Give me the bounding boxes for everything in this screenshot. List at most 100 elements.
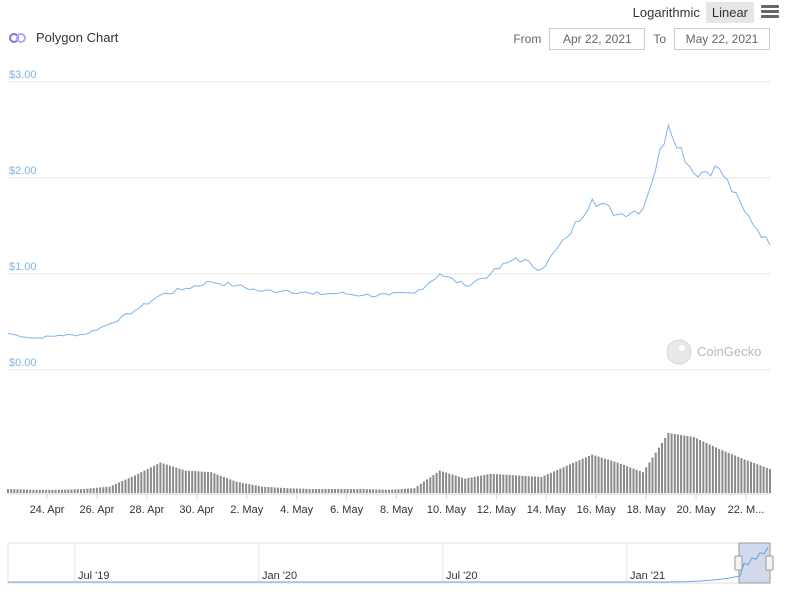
navigator-left-handle[interactable] xyxy=(734,555,743,571)
volume-bar xyxy=(216,474,219,493)
volume-bar xyxy=(499,474,502,493)
x-tick-label: 16. May xyxy=(577,504,617,516)
volume-bar xyxy=(172,466,175,493)
volume-bar xyxy=(442,471,444,493)
volume-bar xyxy=(321,489,324,493)
volume-bar xyxy=(153,465,156,493)
y-tick-label: $0.00 xyxy=(9,357,37,369)
x-tick-label: 6. May xyxy=(330,504,364,516)
volume-bar xyxy=(635,469,638,493)
volume-bar xyxy=(626,466,629,493)
volume-bar xyxy=(645,467,648,493)
volume-bar xyxy=(219,475,222,493)
volume-bar xyxy=(76,489,79,493)
volume-bar xyxy=(311,489,314,493)
volume-bar xyxy=(435,472,438,493)
volume-bar xyxy=(213,473,216,493)
chart-header: Polygon Chart xyxy=(8,30,118,45)
volume-bar xyxy=(356,489,359,493)
volume-bar xyxy=(70,489,73,493)
volume-bar xyxy=(299,488,302,493)
volume-bar xyxy=(759,465,762,493)
navigator-selection[interactable] xyxy=(738,542,771,584)
volume-bar xyxy=(51,489,54,493)
volume-bar xyxy=(372,489,375,493)
volume-bar xyxy=(394,489,397,493)
volume-bar xyxy=(349,489,352,493)
navigator-frame xyxy=(7,542,771,584)
navigator-tick-label: Jul '20 xyxy=(446,570,477,582)
volume-bar xyxy=(45,489,48,493)
volume-bar xyxy=(753,463,756,493)
volume-bar xyxy=(534,476,536,493)
volume-bar xyxy=(362,489,365,493)
volume-bar xyxy=(241,483,244,493)
volume-bar xyxy=(705,443,708,493)
volume-bar xyxy=(597,456,600,493)
volume-bar xyxy=(178,468,181,493)
volume-bar xyxy=(73,489,76,493)
volume-bar xyxy=(10,489,13,493)
volume-bar xyxy=(530,476,533,493)
volume-bar xyxy=(422,481,425,493)
from-date-input[interactable]: Apr 22, 2021 xyxy=(549,28,646,50)
volume-bar xyxy=(391,489,394,493)
volume-bar xyxy=(232,480,235,493)
coingecko-eye-icon xyxy=(679,345,685,351)
volume-bar xyxy=(159,462,162,493)
coingecko-logo-icon xyxy=(666,339,692,365)
volume-bar xyxy=(524,476,527,493)
volume-bar xyxy=(124,479,127,493)
volume-bar xyxy=(642,472,644,493)
navigator[interactable]: Jul '19 Jan '20 Jul '20 Jan '21 xyxy=(7,542,774,584)
to-date-input[interactable]: May 22, 2021 xyxy=(674,28,770,50)
volume-bar xyxy=(632,468,635,493)
volume-bar xyxy=(584,457,587,493)
volume-bar xyxy=(686,436,689,493)
linear-button[interactable]: Linear xyxy=(705,1,754,23)
volume-bar xyxy=(410,488,413,493)
volume-bar xyxy=(492,474,495,493)
logarithmic-button[interactable]: Logarithmic xyxy=(632,4,700,20)
volume-bar xyxy=(375,489,378,493)
volume-bar xyxy=(743,459,746,493)
volume-bar xyxy=(111,485,114,493)
volume-bar xyxy=(324,489,327,493)
volume-bar xyxy=(673,434,676,493)
navigator-right-handle[interactable] xyxy=(765,555,774,571)
volume-bar xyxy=(267,487,270,493)
volume-bar xyxy=(670,433,673,493)
volume-bar xyxy=(286,488,289,493)
volume-bar xyxy=(740,458,743,493)
volume-bar xyxy=(581,458,584,493)
volume-bar xyxy=(365,489,368,493)
volume-bar xyxy=(565,465,568,493)
volume-bar xyxy=(121,481,124,493)
volume-bar xyxy=(429,477,432,493)
volume-bar xyxy=(762,466,765,493)
volume-bar xyxy=(527,476,530,493)
volume-bar xyxy=(197,471,200,493)
hamburger-menu-icon[interactable] xyxy=(760,4,780,20)
volume-bar xyxy=(511,475,514,493)
volume-bar xyxy=(680,435,683,493)
volume-bar xyxy=(613,461,616,493)
volume-bar xyxy=(594,455,597,493)
volume-bar xyxy=(289,488,292,493)
volume-bar xyxy=(734,455,737,493)
volume-bar xyxy=(676,434,679,493)
volume-bar xyxy=(207,472,209,493)
volume-bar xyxy=(718,449,721,493)
x-tick-label: 2. May xyxy=(230,504,264,516)
volume-bar xyxy=(413,488,416,493)
volume-bar xyxy=(591,454,594,493)
x-tick-label: 12. May xyxy=(477,504,517,516)
navigator-tick-label: Jan '20 xyxy=(262,570,297,582)
volume-bar xyxy=(769,469,771,493)
volume-bar xyxy=(188,470,190,493)
volume-bar xyxy=(746,460,749,493)
grid-lines xyxy=(8,81,770,495)
volume-bar xyxy=(467,478,470,493)
volume-bar xyxy=(165,464,168,493)
